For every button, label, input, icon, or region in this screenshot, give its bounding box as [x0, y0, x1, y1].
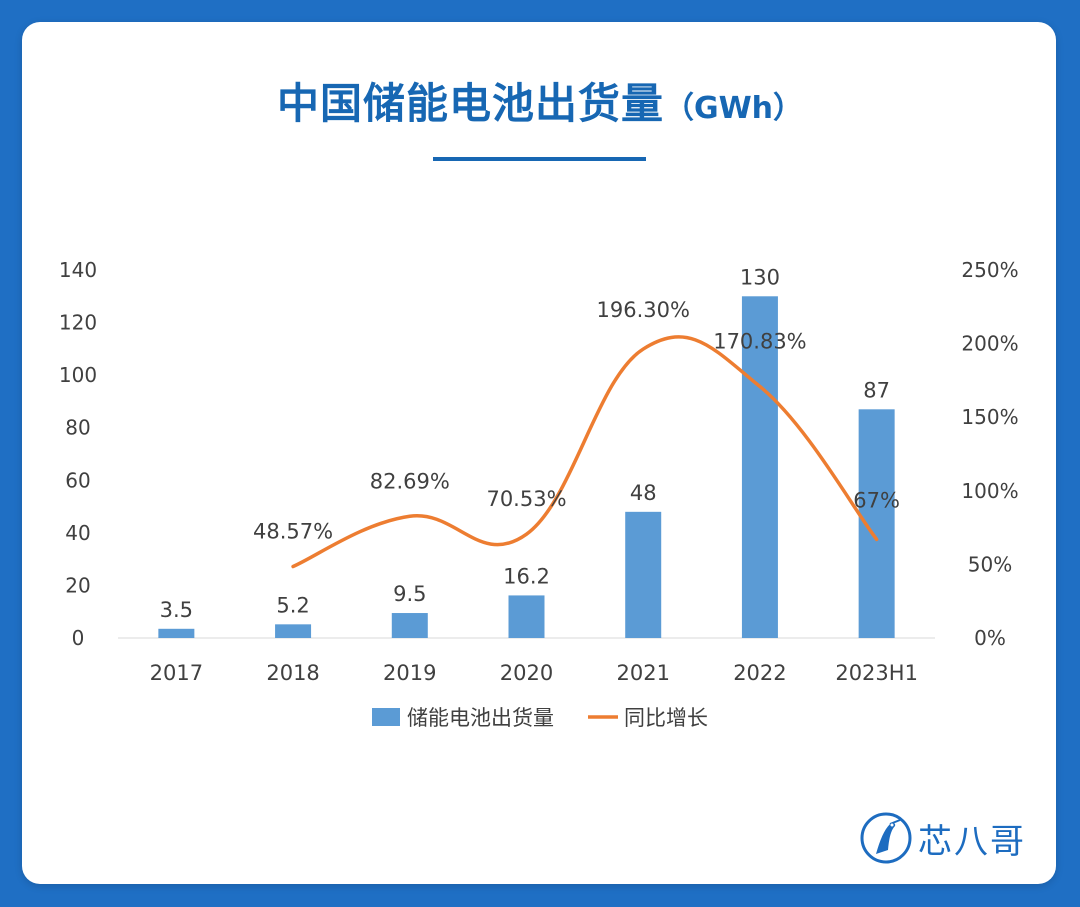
y-left-tick-label: 0 [72, 626, 85, 650]
x-tick-label: 2022 [733, 661, 786, 685]
bar-value-label: 130 [740, 265, 780, 289]
title-underline [433, 157, 646, 161]
bar [741, 296, 778, 638]
y-left-tick-label: 20 [65, 573, 90, 597]
bar-value-label: 3.5 [160, 598, 193, 622]
y-left-tick-label: 80 [65, 416, 90, 440]
line-value-label: 82.69% [370, 469, 450, 493]
line-value-label: 48.57% [253, 520, 333, 544]
line-value-label: 70.53% [486, 487, 566, 511]
y-right-tick-label: 50% [968, 552, 1012, 576]
bar [391, 613, 428, 638]
y-left-tick-label: 40 [65, 521, 90, 545]
growth-line [291, 335, 879, 569]
x-tick-label: 2018 [266, 661, 319, 685]
line-value-label: 196.30% [596, 298, 689, 322]
brand-name: 芯八哥 [918, 821, 1026, 862]
legend-bar-swatch [372, 708, 400, 726]
y-left-tick-label: 60 [65, 468, 90, 492]
legend-bar-label: 储能电池出货量 [407, 706, 554, 730]
x-tick-label: 2020 [500, 661, 553, 685]
legend-line-label: 同比增长 [624, 706, 708, 730]
bar [275, 624, 312, 638]
x-tick-label: 2017 [150, 661, 203, 685]
y-left-tick-label: 120 [59, 311, 97, 335]
bar-value-label: 48 [630, 481, 657, 505]
line-value-label: 170.83% [713, 330, 806, 354]
bar-value-label: 5.2 [276, 593, 309, 617]
title-unit: （GWh） [663, 91, 804, 126]
brand-logo: 芯八哥 [860, 808, 1026, 868]
x-tick-label: 2019 [383, 661, 436, 685]
y-left-tick-label: 100 [59, 363, 97, 387]
line-value-label: 67% [853, 488, 900, 512]
y-right-tick-label: 100% [961, 479, 1018, 503]
page-title: 中国储能电池出货量（GWh） [0, 70, 1080, 131]
y-left-tick-label: 140 [59, 258, 97, 282]
x-tick-label: 2021 [616, 661, 669, 685]
bird-logo-icon [860, 812, 912, 864]
bar [508, 595, 545, 638]
bar [625, 511, 662, 638]
x-tick-label: 2023H1 [835, 661, 918, 685]
bar-value-label: 87 [863, 378, 890, 402]
y-right-tick-label: 0% [974, 626, 1006, 650]
bar-value-label: 16.2 [503, 564, 550, 588]
bar-value-label: 9.5 [393, 582, 426, 606]
y-right-tick-label: 150% [961, 405, 1018, 429]
bar [158, 628, 195, 638]
y-right-tick-label: 250% [961, 258, 1018, 282]
y-right-tick-label: 200% [961, 332, 1018, 356]
title-text: 中国储能电池出货量 [276, 79, 664, 128]
